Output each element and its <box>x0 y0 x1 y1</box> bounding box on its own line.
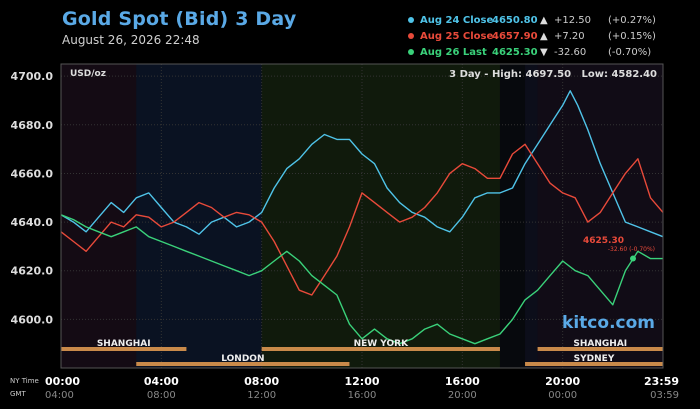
x-tick-ny: 00:00 <box>45 375 80 388</box>
session-label: LONDON <box>221 354 264 364</box>
x-tick-gmt: 04:00 <box>45 390 74 401</box>
x-tick-ny: 20:00 <box>545 375 580 388</box>
x-tick-ny: 23:59 <box>644 375 679 388</box>
band-london <box>136 64 262 368</box>
session-bar-top <box>537 347 663 351</box>
legend-label: Aug 25 Close <box>420 31 494 42</box>
last-price-marker <box>630 255 636 262</box>
x-tick-ny: 16:00 <box>445 375 480 388</box>
series-line-aug-26 <box>60 214 663 345</box>
x-tick-gmt: 16:00 <box>348 390 377 401</box>
y-tick-label: 4660.0 <box>11 167 54 180</box>
plot-frame <box>60 63 664 369</box>
x-tick-ny: 08:00 <box>244 375 279 388</box>
session-bands <box>61 64 663 368</box>
time-axis: 00:00 04:00 04:00 08:00 08:00 12:00 12:00 16:00… <box>45 375 679 401</box>
y-tick-label: 4700.0 <box>11 70 54 83</box>
last-change-label: -32.60 (-0.70%) <box>608 246 655 253</box>
session-bar-bottom <box>136 362 350 366</box>
gmt-label: GMT <box>10 390 26 398</box>
legend-dot-icon <box>408 17 414 23</box>
x-tick-gmt: 00:00 <box>548 390 577 401</box>
session-label: NEW YORK <box>354 339 410 349</box>
legend-label: Aug 26 Last <box>420 47 487 58</box>
session-bar-top <box>61 347 187 351</box>
session-label: SYDNEY <box>574 354 615 364</box>
session-label: SHANGHAI <box>97 339 151 349</box>
x-tick-gmt: 12:00 <box>247 390 276 401</box>
session-bar-top <box>261 347 500 351</box>
chart-timestamp: August 26, 2026 22:48 <box>62 33 200 47</box>
arrow-up-icon: ▲ <box>540 15 548 26</box>
x-tick-ny: 12:00 <box>344 375 379 388</box>
y-tick-label: 4620.0 <box>11 265 54 278</box>
legend-pct: (+0.15%) <box>608 31 656 42</box>
y-tick-label: 4640.0 <box>11 216 54 229</box>
series-lines <box>60 90 664 345</box>
session-label: SHANGHAI <box>573 339 627 349</box>
x-tick-ny: 04:00 <box>144 375 179 388</box>
legend-change: +12.50 <box>554 15 592 26</box>
session-bars: SHANGHAI NEW YORK SHANGHAI LONDON SYDNEY <box>61 339 663 366</box>
ny-time-label: NY Time <box>10 377 39 385</box>
y-tick-label: 4680.0 <box>11 119 54 132</box>
legend-value: 4650.80 <box>492 15 538 26</box>
session-bar-bottom <box>525 362 663 366</box>
x-tick-gmt: 03:59 <box>650 390 679 401</box>
x-tick-gmt: 08:00 <box>147 390 176 401</box>
band-new-york <box>261 64 500 368</box>
legend-dot-icon <box>408 33 414 39</box>
last-price-label: 4625.30 <box>583 236 624 246</box>
legend-label: Aug 24 Close <box>420 15 494 26</box>
legend-value: 4625.30 <box>492 47 538 58</box>
series-line-aug-24 <box>60 90 664 238</box>
watermark: kitco.com <box>562 313 655 333</box>
y-axis-ticks: 4600.0 4620.0 4640.0 4660.0 4680.0 4700.0 <box>11 70 54 326</box>
x-tick-gmt: 20:00 <box>448 390 477 401</box>
legend-pct: (+0.27%) <box>608 15 656 26</box>
legend-change: +7.20 <box>554 31 585 42</box>
chart-title: Gold Spot (Bid) 3 Day <box>62 8 297 30</box>
legend-value: 4657.90 <box>492 31 538 42</box>
range-stats: 3 Day - High: 4697.50 Low: 4582.40 <box>449 69 657 80</box>
legend-pct: (-0.70%) <box>608 47 652 58</box>
series-line-aug-25 <box>60 143 664 296</box>
unit-label: USD/oz <box>70 69 106 79</box>
grid-lines <box>60 64 664 368</box>
arrow-down-icon: ▼ <box>540 47 548 58</box>
arrow-up-icon: ▲ <box>540 31 548 42</box>
band-shanghai-2 <box>537 64 663 368</box>
legend-dot-icon <box>408 49 414 55</box>
legend-change: -32.60 <box>554 47 587 58</box>
y-tick-label: 4600.0 <box>11 313 54 326</box>
